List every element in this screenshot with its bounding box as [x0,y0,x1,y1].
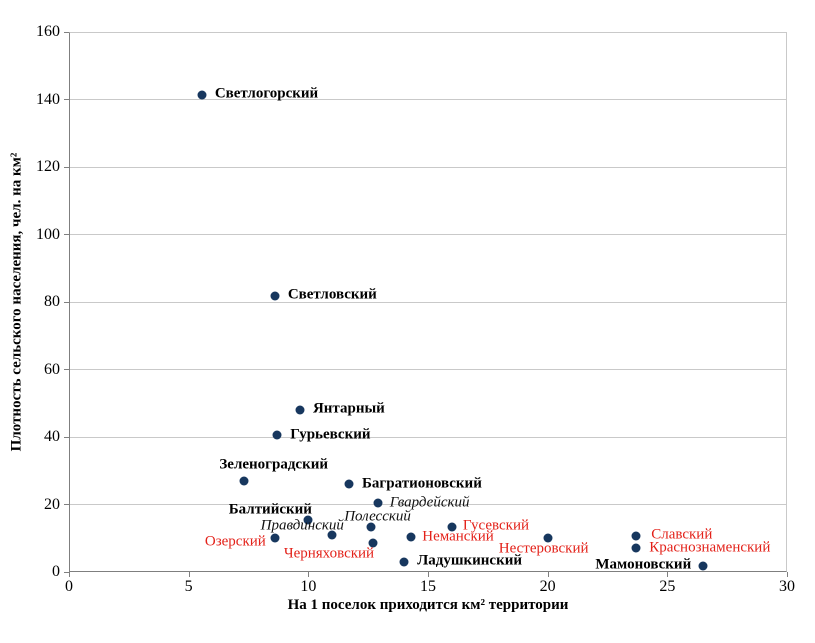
gridline [69,436,787,438]
data-point [406,532,416,542]
data-point-label: Гвардейский [389,494,470,511]
data-point [303,515,313,525]
data-point [295,405,305,415]
data-point [197,90,207,100]
x-axis-tick [787,572,788,577]
x-axis-tick [428,572,429,577]
gridline [69,166,787,168]
data-point-label: Светловский [287,286,377,303]
data-point [631,531,641,541]
x-tick-label: 10 [300,578,317,595]
data-point-label: Гусевский [462,517,530,534]
data-point [344,479,354,489]
x-tick-label: 0 [65,578,73,595]
data-point-label: Озерский [204,533,266,550]
data-point [366,522,376,532]
gridline [69,99,787,100]
x-axis-tick [188,572,190,577]
data-point [698,561,708,571]
data-point [368,538,378,548]
y-tick-label: 40 [44,428,60,445]
y-tick-label: 0 [52,563,60,580]
y-axis-tick [64,436,69,438]
data-point [631,543,641,553]
gridline [69,369,787,370]
x-tick-label: 15 [420,578,436,595]
y-tick-label: 60 [44,360,60,378]
x-axis-tick [69,572,70,577]
x-axis-title: На 1 поселок приходится км² территории [287,597,569,613]
x-tick-label: 20 [539,578,556,595]
x-tick-label: 30 [779,578,795,595]
y-axis-tick [64,369,69,370]
data-point [543,533,553,543]
data-point-label: Балтийский [228,501,312,518]
y-axis-tick [64,166,69,168]
data-point [327,530,337,540]
y-axis-tick [64,301,69,303]
gridline [69,504,787,505]
data-point-label: Краснознаменский [649,539,771,556]
data-point-label: Нестеровский [498,540,589,557]
x-axis-tick [547,572,549,577]
x-tick-label: 25 [659,578,676,595]
plot-area [69,32,787,572]
data-point-label: Правдинский [260,517,344,534]
data-point [447,522,457,532]
y-axis-tick [64,234,69,235]
data-point-label: Гурьевский [290,426,371,443]
y-axis-tick [64,31,69,33]
data-point [399,557,409,567]
x-axis-tick [667,572,669,577]
y-tick-label: 140 [36,90,60,108]
data-point-label: Славский [651,526,713,543]
data-point [272,430,282,440]
x-tick-label: 5 [184,578,193,595]
data-point [270,533,280,543]
y-axis-tick [64,99,69,100]
data-point-label: Янтарный [312,400,385,417]
data-point-label: Черняховский [283,545,375,562]
y-tick-label: 120 [36,158,60,175]
y-axis-tick [64,504,69,505]
y-tick-label: 80 [44,293,60,310]
data-point-label: Светлогорский [214,85,319,102]
data-point [239,476,249,486]
y-tick-label: 160 [36,23,60,40]
data-point-label: Полесский [344,508,411,525]
y-tick-label: 100 [36,225,60,243]
data-point-label: Ладушкинский [417,552,523,569]
data-point-label: Мамоновский [595,556,692,573]
gridline [69,301,787,303]
data-point [270,291,280,301]
data-point-label: Неманский [422,528,494,545]
y-axis-tick [64,571,69,573]
gridline [69,234,787,235]
data-point-label: Зеленоградский [219,456,329,473]
y-tick-label: 20 [44,495,60,513]
x-axis-tick [308,572,310,577]
data-point-label: Багратионовский [362,475,482,492]
data-point [373,498,383,508]
y-axis-title: Плотность сельского населения, чел. на к… [8,152,25,452]
